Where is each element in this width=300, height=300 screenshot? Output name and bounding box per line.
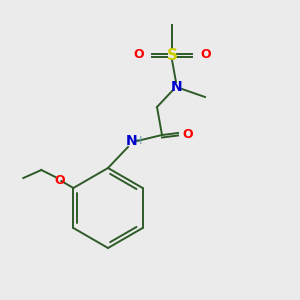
Text: O: O bbox=[182, 128, 193, 140]
Text: N: N bbox=[171, 80, 183, 94]
Text: O: O bbox=[134, 49, 144, 62]
Text: O: O bbox=[54, 173, 65, 187]
Text: S: S bbox=[167, 47, 178, 62]
Text: H: H bbox=[134, 136, 142, 146]
Text: N: N bbox=[126, 134, 138, 148]
Text: O: O bbox=[200, 49, 211, 62]
